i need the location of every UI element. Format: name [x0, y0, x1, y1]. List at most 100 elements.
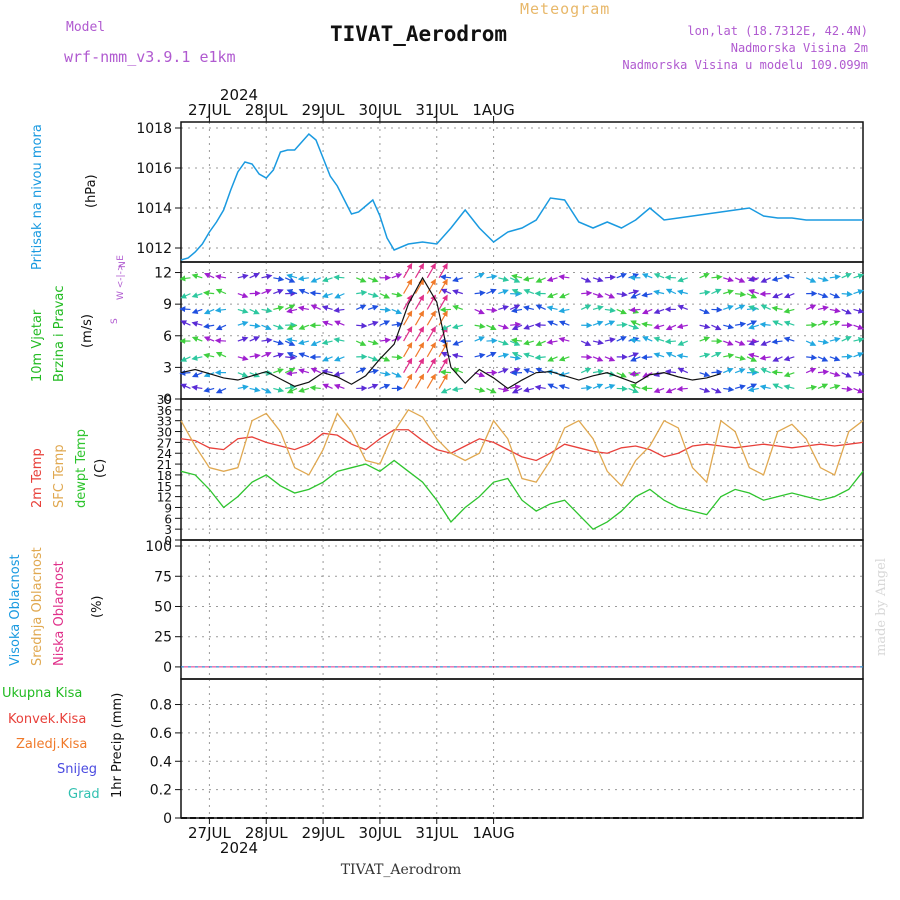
wind-arrow [309, 290, 321, 297]
wind-arrow [665, 288, 677, 295]
y-tick-label: 12 [154, 266, 172, 282]
wind-arrow [699, 387, 711, 393]
y-tick-label: 1016 [136, 161, 172, 177]
wind-arrow [629, 383, 641, 390]
wind-arrow [356, 322, 368, 329]
wind-arrow [829, 371, 841, 378]
wind-arrow [580, 340, 592, 346]
wind-arrow [426, 373, 436, 389]
wind-arrow [180, 293, 191, 299]
wind-arrow [653, 289, 665, 296]
wind-arrow [628, 324, 640, 330]
wind-arrow [298, 387, 310, 393]
y-tick-label: 15 [157, 480, 172, 494]
wind-arrow [498, 305, 510, 311]
wind-arrow [616, 273, 628, 279]
wind-arrow [829, 384, 841, 390]
wind-arrow [474, 290, 486, 297]
wind-arrow [641, 308, 653, 315]
wind-arrow [273, 339, 285, 346]
wind-arrow [723, 276, 734, 283]
wind-arrow [723, 352, 735, 359]
wind-arrow [486, 273, 498, 280]
wind-arrow [439, 369, 452, 376]
wind-arrow [509, 340, 521, 346]
legend-ukupna-kisa: Ukupna Kisa [2, 686, 83, 701]
wind-arrow [592, 356, 604, 362]
wind-arrow [474, 336, 485, 342]
wind-arrow [829, 355, 841, 362]
wind-arrow [760, 367, 771, 374]
wind-arrow [642, 336, 653, 342]
wind-arrow [249, 336, 260, 342]
top-year-label: 2024 [220, 86, 258, 104]
wind-arrow [426, 326, 436, 342]
wind-arrow [203, 290, 215, 297]
wind-arrow [403, 326, 413, 342]
wind-arrow [805, 367, 817, 374]
wind-arrow [298, 352, 310, 358]
model-name: wrf-nmm_v3.9.1 e1km [64, 48, 236, 66]
wind-arrow [452, 367, 464, 374]
wind-arrow [474, 386, 486, 393]
y-tick-label: 33 [157, 415, 172, 429]
wind-arrow [474, 308, 485, 315]
wind-arrow [580, 304, 592, 310]
wind-arrow [616, 308, 627, 315]
wind-arrow [604, 355, 616, 362]
wind-arrow [604, 337, 616, 343]
wind-arrow [486, 324, 497, 331]
wind-arrow [511, 324, 523, 331]
wind-arrow [853, 273, 865, 280]
wind-arrow [273, 288, 284, 295]
wind-arrow [367, 304, 379, 311]
y-tick-label: 6 [164, 512, 172, 526]
wind-arrow [237, 336, 249, 343]
wind-arrow [523, 352, 535, 359]
wind-arrow [321, 276, 333, 283]
wind-arrow [440, 288, 452, 295]
wind-arrow [783, 371, 795, 378]
wind-arrow [440, 324, 452, 331]
wind-arrow [237, 320, 249, 327]
wind-arrow [509, 277, 521, 283]
wind-arrow [558, 336, 570, 343]
wind-arrow [414, 262, 425, 279]
wind-arrow [653, 308, 665, 315]
wind-arrow [179, 370, 191, 377]
wind-arrow [237, 371, 249, 378]
elevation-label: Nadmorska Visina 2m [730, 41, 868, 55]
wind-arrow [286, 324, 298, 330]
wind-arrow [440, 351, 452, 358]
wind-arrow [310, 277, 321, 283]
wind-arrow [653, 336, 665, 343]
wind-arrow [771, 276, 783, 282]
wind-arrow [629, 337, 641, 344]
wind-arrow [759, 321, 771, 328]
wind-arrow [735, 291, 747, 298]
wind-arrow [604, 320, 616, 326]
wind-arrow [261, 307, 273, 314]
wind-arrow [510, 307, 523, 314]
wind-arrow [426, 310, 436, 326]
wind-arrow [604, 293, 616, 299]
wind-arrow [841, 272, 852, 279]
wind-arrow [677, 367, 689, 374]
wind-arrow [215, 351, 227, 358]
wind-arrow [817, 338, 830, 345]
wind-arrow [298, 324, 310, 330]
wind-arrow [180, 356, 191, 362]
wind-arrow [510, 337, 523, 344]
wind-arrow [748, 305, 759, 311]
wind-arrow [261, 337, 273, 344]
wind-arrow [723, 323, 735, 330]
wind-arrow [261, 387, 272, 394]
wind-arrow [486, 307, 498, 313]
wind-arrow [747, 352, 759, 359]
y-tick-label: 3 [164, 523, 172, 537]
y-tick-label: 6 [163, 329, 172, 345]
wind-arrow [509, 367, 521, 374]
wind-arrow [805, 340, 817, 346]
wind-arrow [486, 351, 497, 358]
